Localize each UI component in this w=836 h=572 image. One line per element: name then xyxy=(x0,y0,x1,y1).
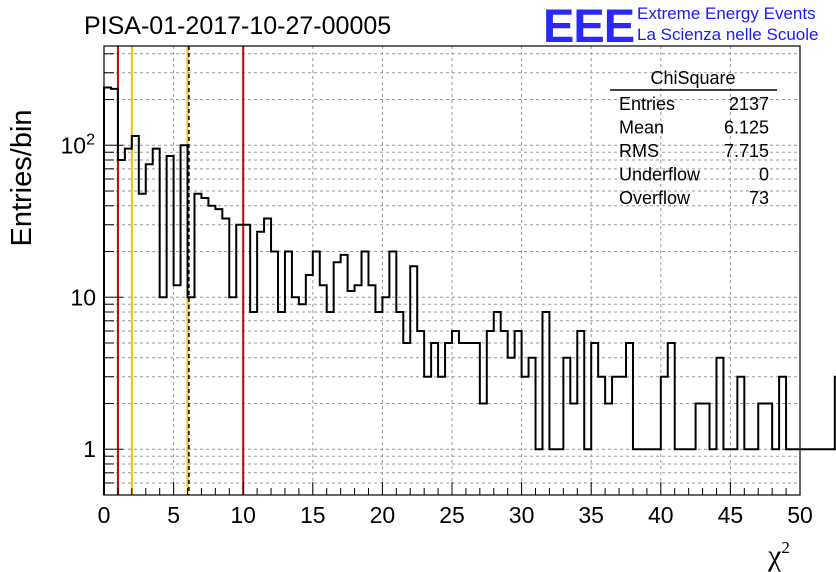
stats-label: Overflow xyxy=(619,188,691,208)
stats-value: 6.125 xyxy=(724,118,769,138)
x-axis-label: χ2 xyxy=(767,538,790,572)
stats-value: 2137 xyxy=(729,94,769,114)
logo-line-2: La Scienza nelle Scuole xyxy=(637,25,819,44)
grid xyxy=(104,46,800,495)
stats-value: 73 xyxy=(749,188,769,208)
stats-title: ChiSquare xyxy=(650,68,735,88)
logo-line-1: Extreme Energy Events xyxy=(637,4,816,23)
x-tick-label: 20 xyxy=(370,502,396,528)
stats-label: Mean xyxy=(619,118,664,138)
x-tick-label: 25 xyxy=(439,502,465,528)
x-tick-label: 45 xyxy=(718,502,744,528)
stats-box: ChiSquare Entries 2137 Mean 6.125 RMS 7.715 Un… xyxy=(610,68,777,208)
y-tick-label: 1 xyxy=(83,436,96,462)
stats-label: RMS xyxy=(619,141,659,161)
tick-labels: 0 5 10 15 20 25 30 35 40 45 50 1 10 102 xyxy=(61,131,813,528)
x-tick-label: 10 xyxy=(230,502,256,528)
x-tick-label: 15 xyxy=(300,502,326,528)
x-tick-label: 0 xyxy=(98,502,111,528)
y-tick-label: 102 xyxy=(61,131,96,158)
stats-value: 7.715 xyxy=(724,141,769,161)
y-tick-label: 10 xyxy=(70,284,96,310)
x-tick-label: 30 xyxy=(509,502,535,528)
y-axis-label: Entries/bin xyxy=(6,109,38,246)
eee-logo: EEE xyxy=(543,0,635,52)
x-tick-label: 40 xyxy=(648,502,674,528)
x-tick-label: 35 xyxy=(578,502,604,528)
stats-label: Entries xyxy=(619,94,675,114)
histogram-line xyxy=(103,86,836,495)
chart-title: PISA-01-2017-10-27-00005 xyxy=(84,12,391,40)
svg-text:χ2: χ2 xyxy=(767,538,790,572)
stats-label: Underflow xyxy=(619,165,701,185)
x-tick-label: 50 xyxy=(787,502,813,528)
axis-ticks xyxy=(103,53,801,495)
stats-value: 0 xyxy=(759,165,769,185)
x-tick-label: 5 xyxy=(167,502,180,528)
